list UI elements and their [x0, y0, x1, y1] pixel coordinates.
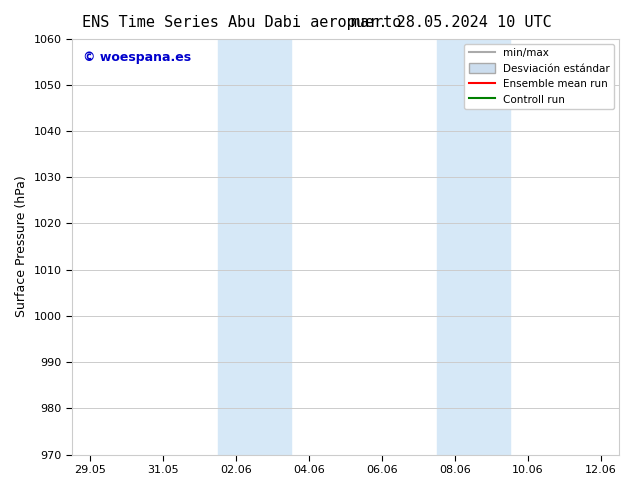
Text: mar. 28.05.2024 10 UTC: mar. 28.05.2024 10 UTC	[351, 15, 552, 30]
Bar	[218, 39, 273, 455]
Y-axis label: Surface Pressure (hPa): Surface Pressure (hPa)	[15, 176, 28, 318]
Text: ENS Time Series Abu Dabi aeropuerto: ENS Time Series Abu Dabi aeropuerto	[82, 15, 402, 30]
Bar	[491, 39, 510, 455]
Legend: min/max, Desviación estándar, Ensemble mean run, Controll run: min/max, Desviación estándar, Ensemble m…	[464, 44, 614, 109]
Bar	[273, 39, 291, 455]
Text: © woespana.es: © woespana.es	[83, 51, 191, 64]
Bar	[437, 39, 491, 455]
